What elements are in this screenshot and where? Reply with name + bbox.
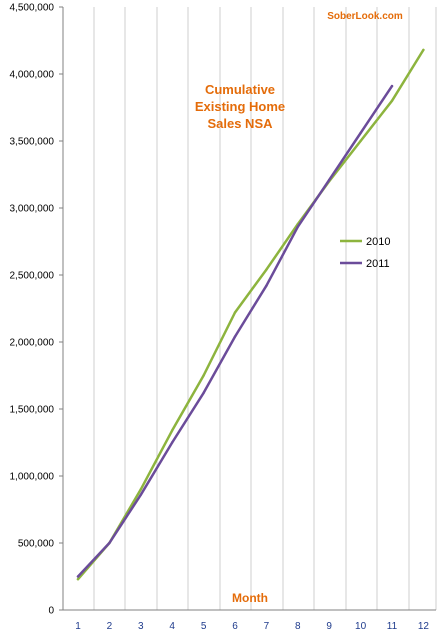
data-point-2010-4	[171, 429, 174, 432]
data-point-2011-3	[139, 493, 142, 496]
data-point-2010-12	[422, 48, 425, 52]
data-point-2011-1	[76, 575, 80, 578]
x-tick-label: 1	[75, 621, 81, 632]
legend-label-2010: 2010	[366, 236, 390, 248]
x-tick-label: 11	[387, 621, 398, 632]
legend: 2010 2011	[340, 236, 390, 270]
y-tick-label: 1,500,000	[10, 405, 55, 416]
chart-title-line: Cumulative	[205, 82, 275, 97]
data-point-2011-10	[359, 131, 362, 135]
y-tick-label: 2,500,000	[10, 271, 55, 282]
x-tick-label: 8	[295, 621, 301, 632]
data-point-2011-2	[108, 541, 111, 545]
x-axis-label: Month	[232, 591, 268, 605]
data-point-2010-5	[202, 374, 205, 377]
data-point-2011-4	[171, 441, 174, 444]
y-tick-label: 500,000	[18, 539, 55, 550]
x-tick-label: 12	[418, 621, 430, 632]
legend-label-2011: 2011	[366, 258, 390, 270]
x-tick-label: 5	[201, 621, 207, 632]
y-tick-label: 0	[48, 606, 54, 617]
axis-layer: 0 500,000 1,000,000 1,500,000 2,000,000 2,500…	[10, 3, 436, 632]
y-tick-label: 3,500,000	[10, 137, 55, 148]
data-point-2011-7	[265, 284, 268, 287]
series-layer	[76, 48, 425, 581]
y-tick-label: 4,000,000	[10, 70, 55, 81]
data-point-2010-3	[139, 488, 142, 491]
grid-layer	[62, 7, 437, 610]
x-tick-label: 3	[138, 621, 144, 632]
series-line-2010	[76, 48, 425, 581]
y-tick-label: 2,000,000	[10, 338, 55, 349]
x-tick-label: 6	[232, 621, 238, 632]
watermark-label: SoberLook.com	[327, 11, 403, 22]
y-tick-label: 3,000,000	[10, 204, 55, 215]
data-point-2011-5	[202, 391, 205, 395]
data-point-2010-1	[76, 578, 80, 581]
text-layer: Cumulative Existing Home Sales NSA SoberLoo…	[195, 11, 403, 605]
y-tick-label: 1,000,000	[10, 472, 55, 483]
chart-title-line: Existing Home	[195, 99, 285, 114]
x-tick-label: 7	[264, 621, 270, 632]
x-tick-label: 2	[107, 621, 113, 632]
data-point-2010-6	[233, 311, 237, 314]
data-point-2011-8	[296, 225, 299, 228]
data-point-2010-7	[265, 268, 268, 271]
x-tick-label: 10	[355, 621, 367, 632]
data-point-2011-6	[233, 335, 237, 338]
x-tick-label: 4	[169, 621, 175, 632]
data-point-2010-11	[390, 99, 394, 103]
data-point-2011-11	[390, 84, 394, 88]
data-point-2011-9	[328, 178, 331, 182]
x-tick-label: 9	[326, 621, 332, 632]
chart-title-line: Sales NSA	[207, 116, 273, 131]
y-tick-label: 4,500,000	[10, 3, 55, 14]
data-point-2010-10	[359, 139, 362, 143]
